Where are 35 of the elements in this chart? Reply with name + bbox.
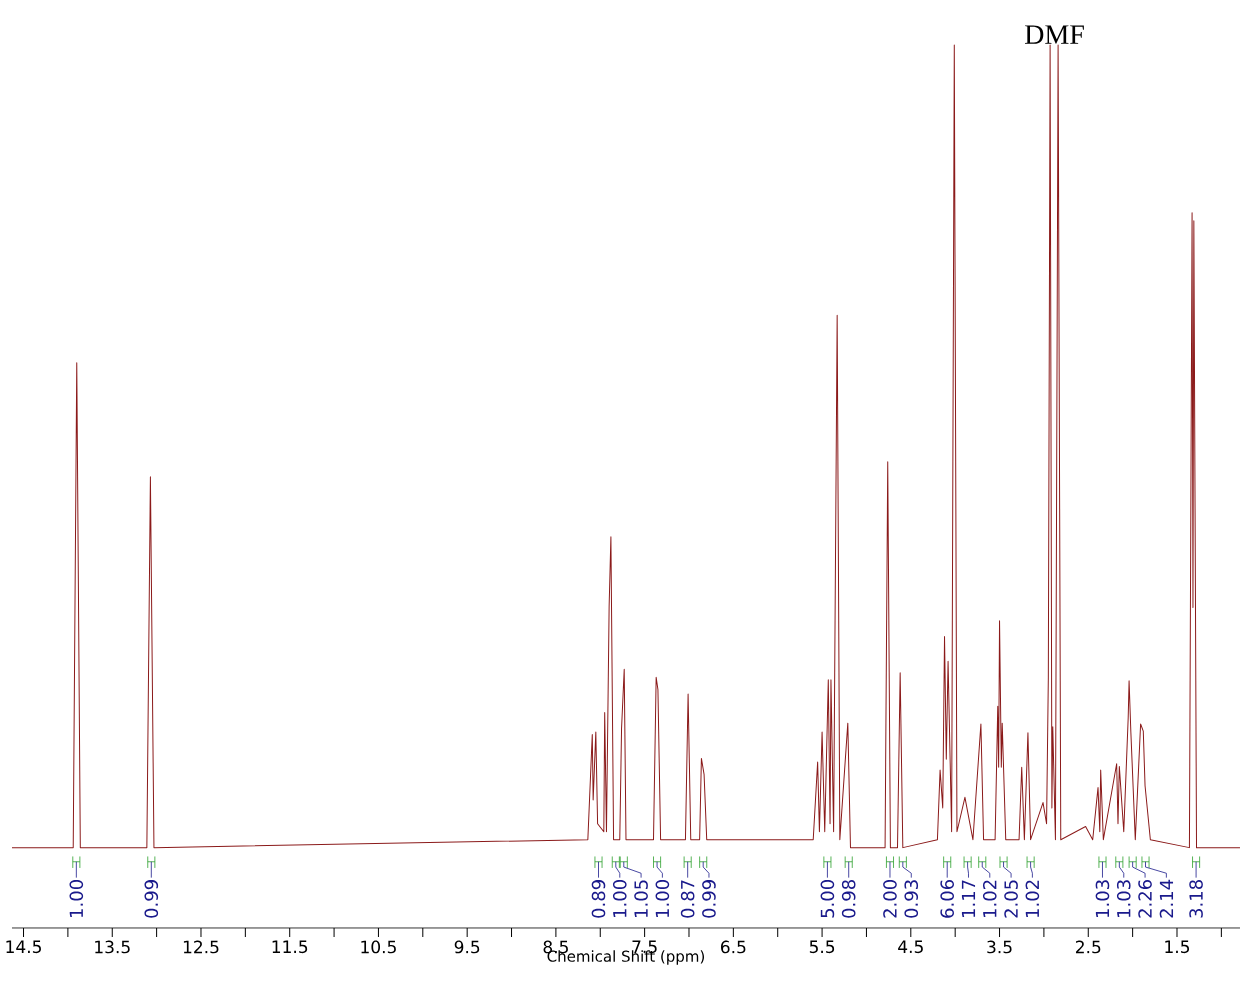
annotation: 6.06 xyxy=(940,879,954,918)
annotation: 0.99 xyxy=(144,880,159,918)
annotation: 0.98 xyxy=(841,880,856,918)
annotation: 0.93 xyxy=(904,880,919,918)
x-tick-label: 5.5 xyxy=(809,940,835,954)
annotation: 2.14 xyxy=(1159,879,1174,918)
x-tick-label: 13.5 xyxy=(95,940,130,954)
annotation: 1.03 xyxy=(1116,880,1131,917)
annotation: 1.03 xyxy=(1095,880,1110,917)
x-tick-label: 14.5 xyxy=(6,940,41,954)
annotation: 2.05 xyxy=(1004,880,1018,918)
annotation: 0.99 xyxy=(702,880,716,918)
annotation: 1.05 xyxy=(634,880,648,917)
x-tick-label: 4.5 xyxy=(898,940,923,954)
annotation: 1.02 xyxy=(1025,880,1040,917)
annotation: 1.00 xyxy=(612,880,627,917)
x-tick-label: 3.5 xyxy=(987,940,1012,954)
x-tick-label: 9.5 xyxy=(454,940,480,954)
annotation: DMF xyxy=(1025,25,1084,44)
annotation: 1.02 xyxy=(982,880,997,917)
x-tick-label: 10.5 xyxy=(361,940,396,954)
x-tick-label: 11.5 xyxy=(272,940,308,954)
annotation: 0.87 xyxy=(680,880,695,918)
annotation: 1.17 xyxy=(961,880,976,917)
x-tick-label: 1.5 xyxy=(1165,940,1190,954)
annotation: 5.00 xyxy=(820,880,835,918)
annotation: 1.00 xyxy=(655,880,670,917)
annotation: 2.26 xyxy=(1138,879,1152,918)
x-tick-label: 2.5 xyxy=(1075,940,1101,954)
x-tick-label: 6.5 xyxy=(721,940,746,954)
annotation: 2.00 xyxy=(883,880,897,918)
annotation: 0.89 xyxy=(591,880,606,918)
x-tick-label: 12.5 xyxy=(183,940,219,954)
annotation: 1.00 xyxy=(69,880,84,917)
annotation: 3.18 xyxy=(1189,880,1203,918)
